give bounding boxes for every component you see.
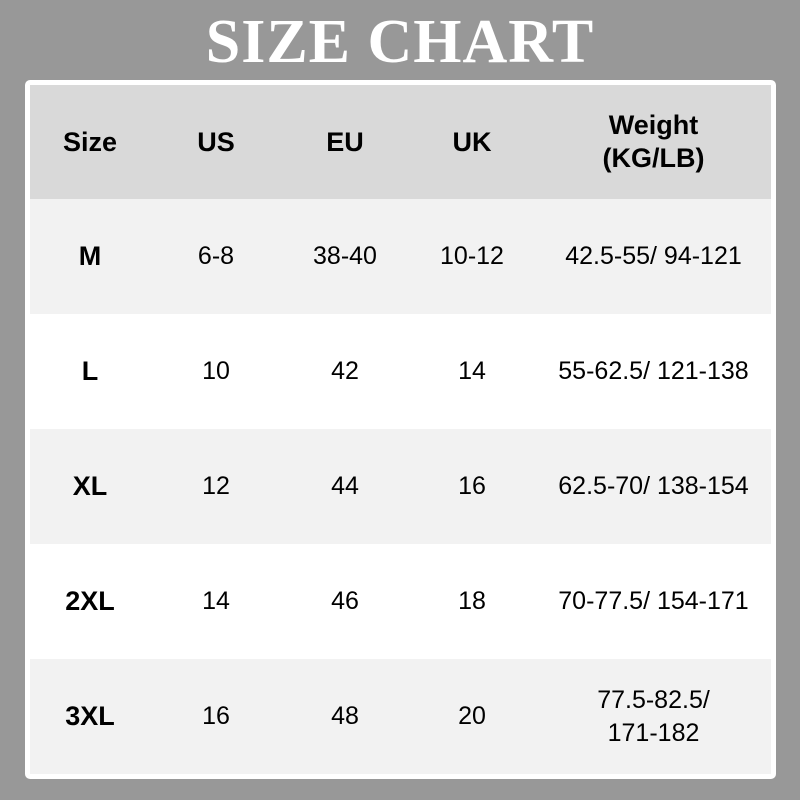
weight-cell: 70-77.5/ 154-171 [536,544,771,659]
weight-cell: 77.5-82.5/ 171-182 [536,659,771,774]
table-row: 3XL 16 48 20 77.5-82.5/ 171-182 [30,659,771,774]
eu-cell: 38-40 [282,199,408,314]
table-row: L 10 42 14 55-62.5/ 121-138 [30,314,771,429]
table-header-row: Size US EU UK Weight (KG/LB) [30,85,771,199]
us-cell: 6-8 [150,199,282,314]
size-cell: L [30,314,150,429]
uk-cell: 14 [408,314,536,429]
us-cell: 14 [150,544,282,659]
eu-cell: 44 [282,429,408,544]
weight-cell: 55-62.5/ 121-138 [536,314,771,429]
size-cell: M [30,199,150,314]
header-size: Size [30,85,150,199]
header-us: US [150,85,282,199]
size-chart-card: Size US EU UK Weight (KG/LB) M 6-8 38-40 10… [25,80,776,779]
uk-cell: 18 [408,544,536,659]
table-row: M 6-8 38-40 10-12 42.5-55/ 94-121 [30,199,771,314]
us-cell: 12 [150,429,282,544]
uk-cell: 16 [408,429,536,544]
size-cell: XL [30,429,150,544]
table-row: XL 12 44 16 62.5-70/ 138-154 [30,429,771,544]
uk-cell: 10-12 [408,199,536,314]
weight-cell: 42.5-55/ 94-121 [536,199,771,314]
us-cell: 16 [150,659,282,774]
page-title: SIZE CHART [205,8,595,76]
header-eu: EU [282,85,408,199]
header-weight: Weight (KG/LB) [536,85,771,199]
eu-cell: 48 [282,659,408,774]
size-cell: 3XL [30,659,150,774]
us-cell: 10 [150,314,282,429]
header-uk: UK [408,85,536,199]
table-row: 2XL 14 46 18 70-77.5/ 154-171 [30,544,771,659]
size-cell: 2XL [30,544,150,659]
eu-cell: 42 [282,314,408,429]
size-table: Size US EU UK Weight (KG/LB) M 6-8 38-40 10… [30,85,771,774]
uk-cell: 20 [408,659,536,774]
eu-cell: 46 [282,544,408,659]
weight-cell: 62.5-70/ 138-154 [536,429,771,544]
